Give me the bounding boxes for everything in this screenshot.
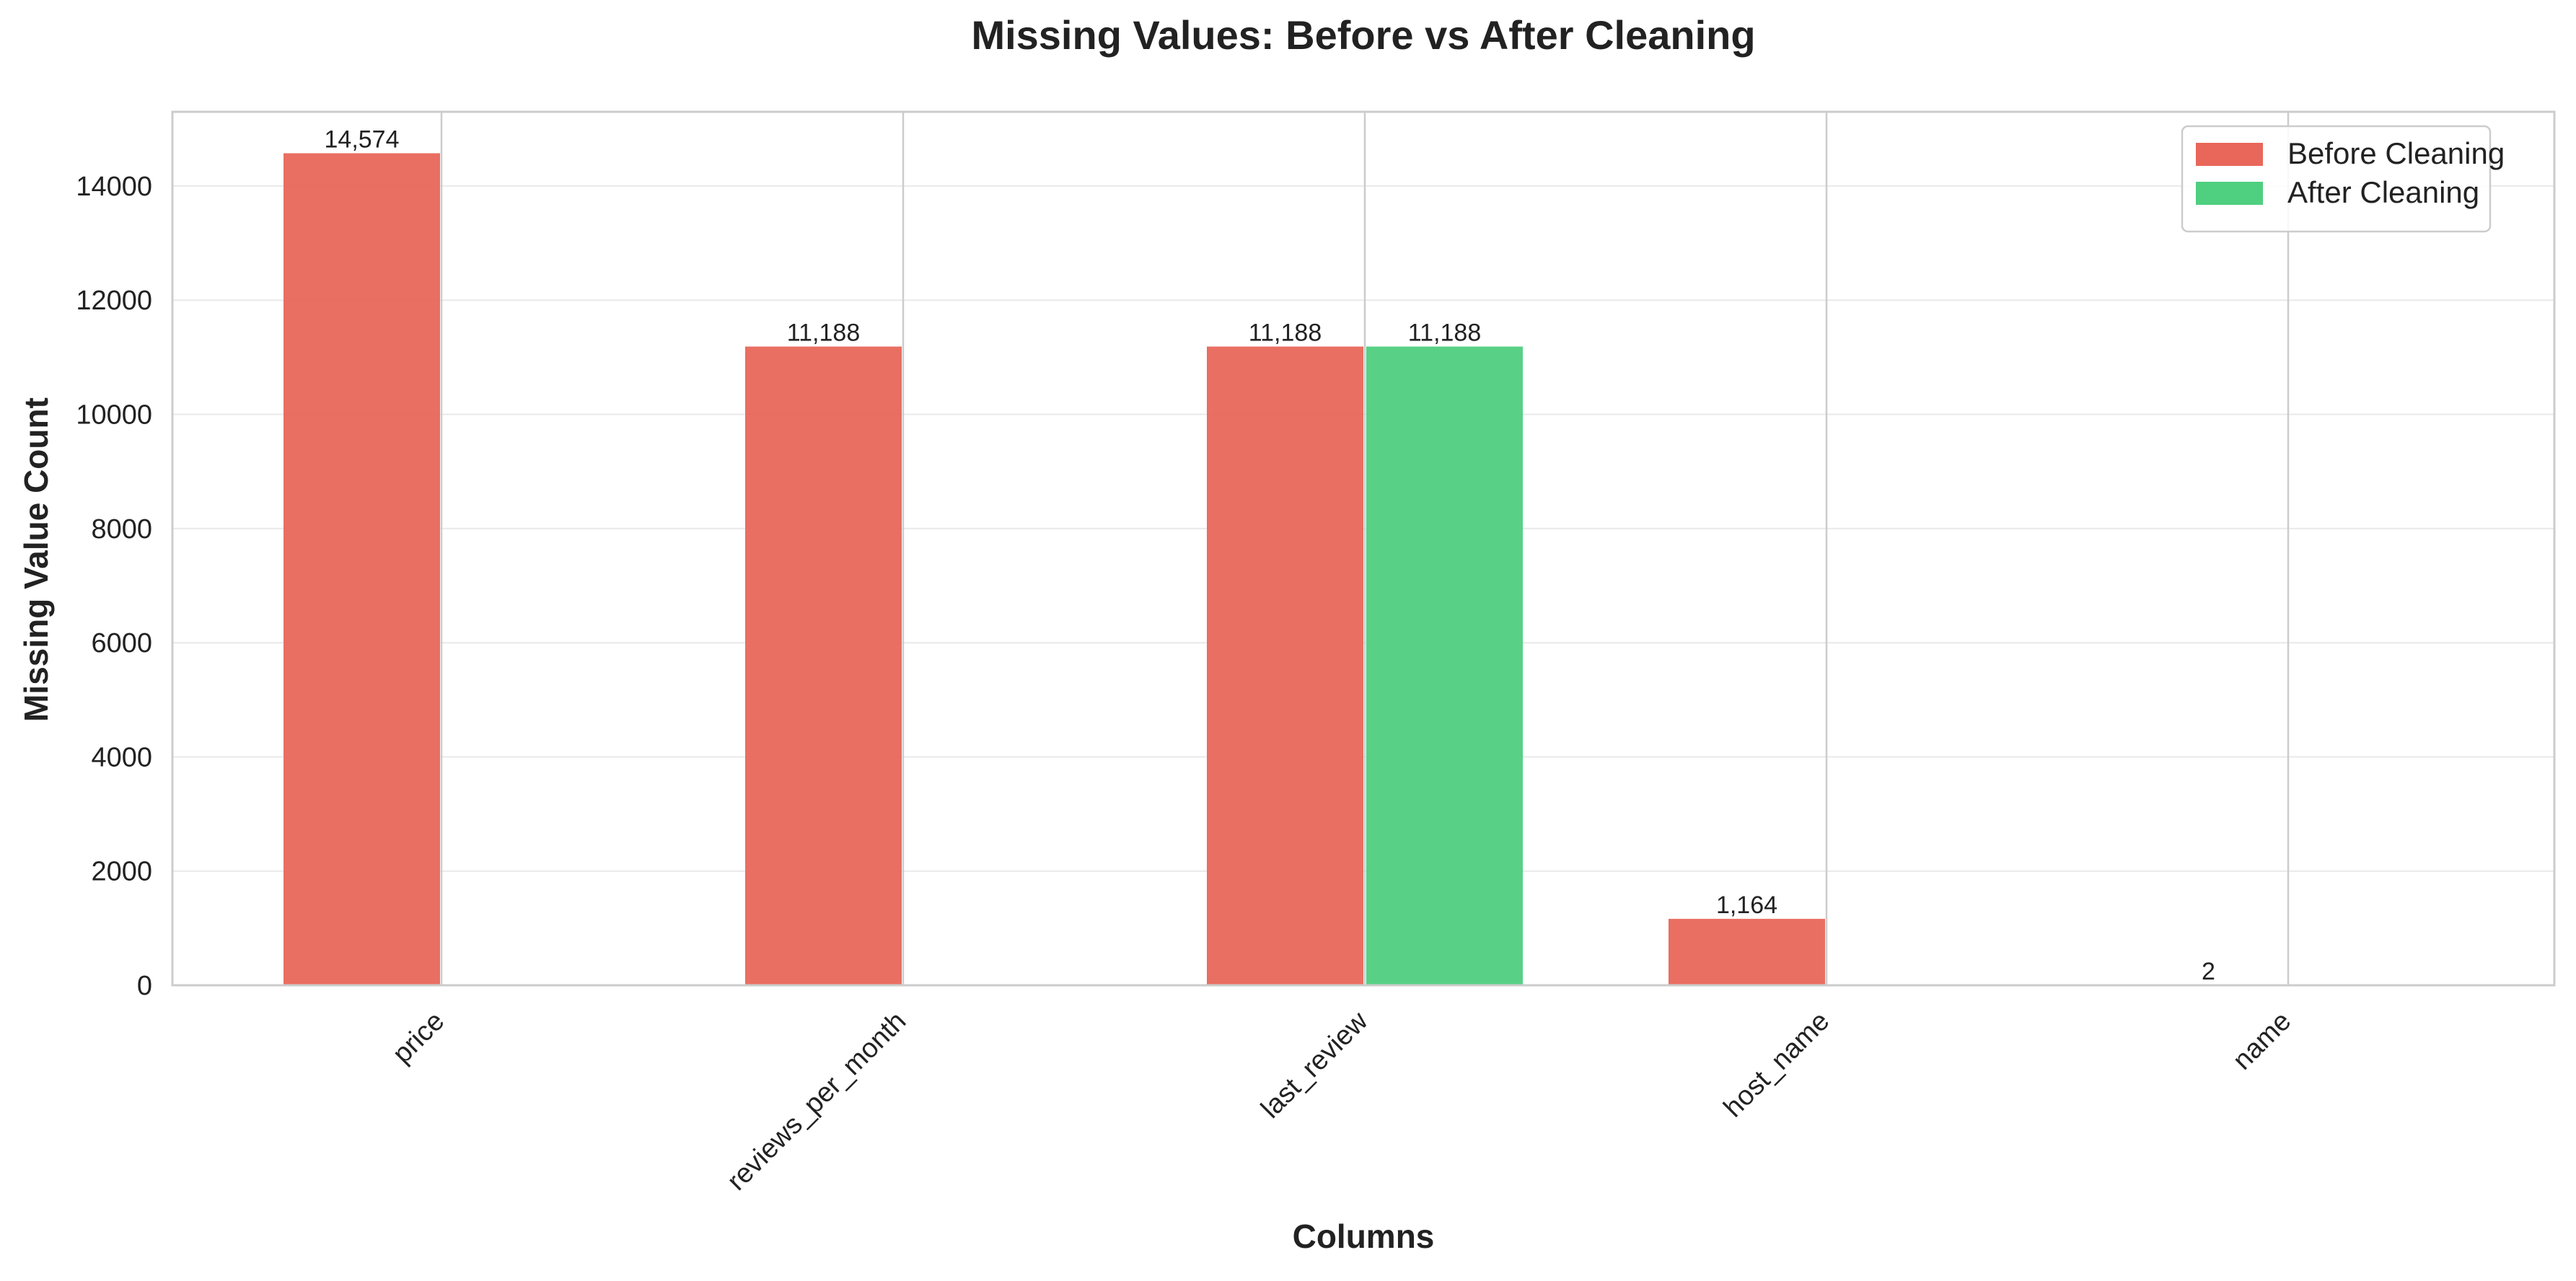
- y-tick-label: 10000: [76, 400, 152, 430]
- y-tick-label: 8000: [91, 514, 152, 545]
- x-tick-label: last_review: [1255, 1005, 1373, 1124]
- bar-value-label: 11,188: [1249, 319, 1322, 346]
- x-tick-label: price: [387, 1006, 450, 1070]
- x-tick-label: host_name: [1718, 1006, 1836, 1124]
- y-tick-label: 14000: [76, 172, 152, 202]
- y-tick-label: 6000: [91, 628, 152, 659]
- y-tick-label: 2000: [91, 857, 152, 887]
- bar-before-cleaning: [1207, 346, 1363, 985]
- legend-swatch: [2196, 143, 2263, 166]
- y-tick-label: 12000: [76, 286, 152, 316]
- bar-value-label: 11,188: [787, 319, 860, 346]
- bar-after-cleaning: [1366, 346, 1523, 985]
- bar-before-cleaning: [745, 346, 902, 985]
- x-axis-title: Columns: [1293, 1218, 1435, 1255]
- x-tick-label: reviews_per_month: [721, 1006, 912, 1197]
- plot-area: 0 2000 4000 6000 8000 10000 12000 14000 14,574 11…: [76, 112, 2554, 1197]
- legend-swatch: [2196, 182, 2263, 205]
- bar-value-label: 2: [2202, 958, 2215, 985]
- legend: Before Cleaning After Cleaning: [2182, 126, 2505, 232]
- bar-value-label: 1,164: [1716, 892, 1777, 919]
- chart-title: Missing Values: Before vs After Cleaning: [971, 12, 1755, 58]
- legend-label: Before Cleaning: [2287, 136, 2505, 170]
- y-tick-label: 4000: [91, 742, 152, 772]
- y-axis-title: Missing Value Count: [17, 397, 55, 722]
- y-tick-label: 0: [137, 971, 152, 1001]
- x-tick-label: name: [2227, 1006, 2297, 1076]
- bar-before-cleaning: [283, 153, 440, 985]
- bar-before-cleaning: [1669, 919, 1825, 985]
- bar-value-label: 14,574: [325, 126, 400, 153]
- legend-label: After Cleaning: [2287, 175, 2479, 209]
- bar-value-label: 11,188: [1408, 319, 1481, 346]
